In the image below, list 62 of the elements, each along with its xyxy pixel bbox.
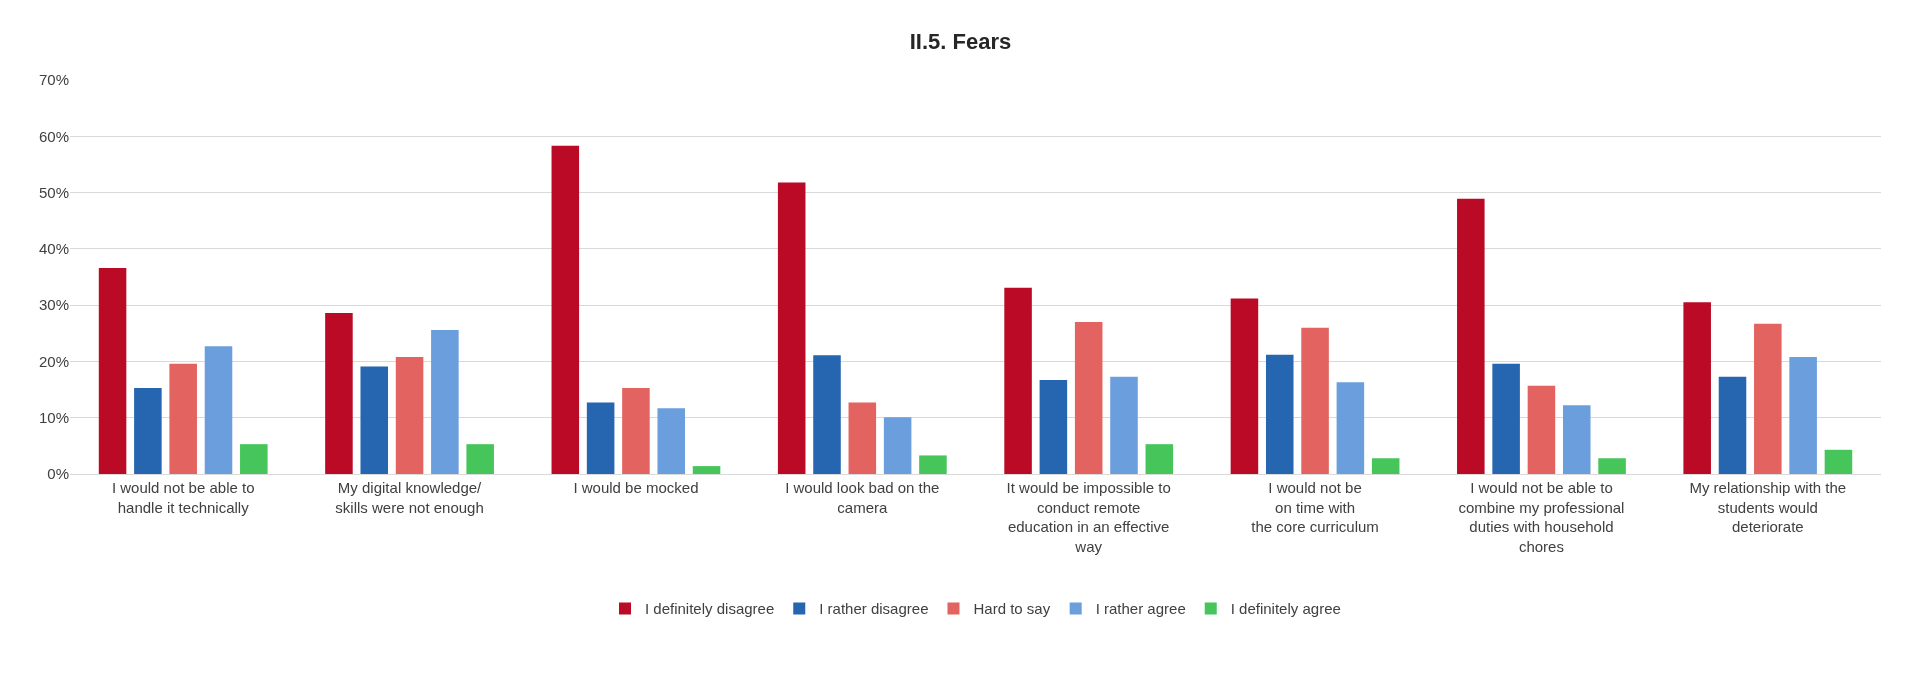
bar (1371, 458, 1400, 474)
x-tick-label: I would look bad on the camera (785, 479, 940, 516)
y-tick-label: 30% (38, 296, 69, 314)
legend-label: I definitely disagree (645, 600, 775, 618)
bar (1492, 363, 1520, 474)
legend-label: I definitely agree (1230, 600, 1341, 618)
bar (1754, 323, 1782, 474)
bar (431, 329, 459, 474)
bar (657, 408, 686, 474)
bar (134, 387, 162, 474)
bar (848, 402, 877, 474)
bar (883, 417, 912, 474)
bar (692, 466, 721, 474)
y-tick-label: 10% (38, 408, 69, 426)
legend-label: Hard to say (973, 600, 1051, 618)
bar (1527, 385, 1556, 474)
y-tick-label: 70% (38, 71, 69, 89)
bar (1301, 327, 1329, 474)
x-tick-label: I would not be on time with the core curriculum (1251, 479, 1379, 535)
bar (98, 267, 127, 474)
bar (1336, 382, 1365, 474)
bar (466, 444, 494, 474)
bar (1004, 287, 1032, 474)
bar (1110, 376, 1138, 474)
bar (1145, 444, 1174, 474)
bar (240, 444, 268, 474)
bar (1074, 322, 1103, 474)
bar (1265, 354, 1294, 474)
bar (395, 356, 424, 474)
bar (1824, 449, 1853, 474)
bar (1598, 458, 1626, 474)
x-tick-label: I would not be able to combine my professional duties with household chores (1458, 479, 1625, 555)
bar (586, 402, 615, 474)
bar (1562, 405, 1591, 474)
bar (1457, 198, 1485, 474)
bar (169, 363, 197, 474)
bar (204, 346, 233, 474)
bar (622, 387, 650, 474)
legend-label: I rather disagree (819, 600, 929, 618)
y-tick-label: 40% (38, 240, 69, 258)
x-tick-label: My digital knowledge/ skills were not enough (335, 479, 484, 516)
bar (1789, 356, 1817, 474)
x-tick-label: I would not be able to handle it technically (111, 479, 255, 516)
bar (777, 182, 806, 474)
bar (360, 366, 389, 474)
legend-label: I rather agree (1095, 600, 1186, 618)
y-tick-label: 60% (38, 127, 69, 145)
x-tick-label: I would be mocked (573, 479, 699, 496)
bar (551, 145, 580, 474)
bar (1683, 302, 1711, 474)
bar (813, 355, 841, 474)
bar (325, 313, 353, 474)
bar (919, 455, 947, 474)
x-tick-label: It would be impossible to conduct remote education in an effective way (1006, 479, 1171, 555)
chart-title: II.5. Fears (909, 29, 1012, 55)
y-tick-label: 0% (47, 465, 69, 483)
bar (1230, 298, 1259, 474)
x-tick-label: My relationship with the students would deteriorate (1689, 479, 1847, 535)
y-tick-label: 50% (38, 183, 69, 201)
bar (1039, 380, 1068, 474)
y-tick-label: 20% (38, 352, 69, 370)
bar (1718, 376, 1747, 474)
